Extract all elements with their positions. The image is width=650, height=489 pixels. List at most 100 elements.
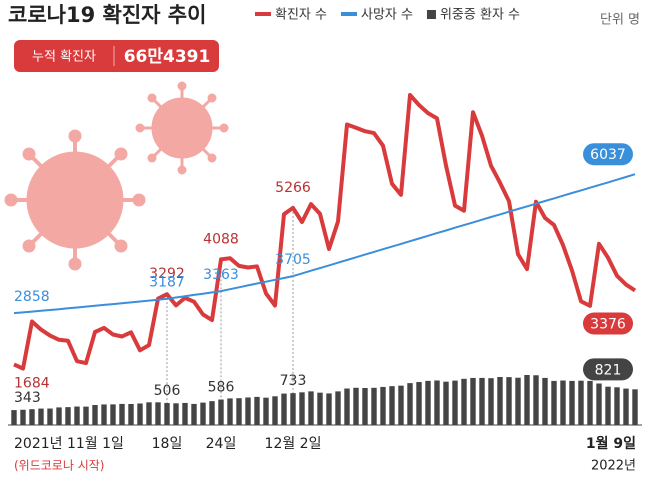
bar: [488, 378, 494, 425]
data-label: 821: [595, 362, 622, 378]
start-note: (위드코로나 시작): [14, 459, 104, 473]
bar: [371, 387, 377, 425]
legend-label: 확진자 수: [275, 8, 327, 23]
bar: [308, 391, 314, 425]
bar: [119, 403, 125, 425]
bar: [407, 383, 413, 425]
bar: [263, 397, 269, 425]
virus-decoration: [4, 81, 229, 271]
bar: [470, 377, 476, 425]
data-label: 506: [154, 383, 181, 399]
data-label: 3187: [149, 275, 185, 291]
bar: [380, 386, 386, 425]
bar: [425, 380, 431, 425]
bar: [596, 383, 602, 425]
bar: [101, 404, 107, 425]
badge: [14, 40, 219, 72]
bar: [290, 393, 296, 425]
bar: [461, 378, 467, 425]
x-tick-label: 2021년 11월 1일: [14, 436, 124, 452]
bar: [254, 396, 260, 425]
bar: [506, 377, 512, 425]
bar: [146, 402, 152, 425]
virus-body: [26, 151, 124, 249]
end-label: 6037: [583, 143, 633, 166]
data-label: 343: [14, 390, 41, 406]
badge-label: 누적 확진자: [32, 50, 96, 65]
line-1: [13, 173, 636, 315]
label-pill: [583, 143, 633, 166]
end-label: 3376: [583, 312, 633, 335]
bar: [47, 408, 53, 425]
bar: [299, 392, 305, 425]
data-label: 1684: [14, 375, 50, 391]
legend-swatch: [340, 12, 357, 16]
bar: [173, 403, 179, 425]
bar: [632, 389, 638, 425]
legend-label: 위중증 환자 수: [440, 8, 520, 23]
bar: [335, 391, 341, 425]
bar: [74, 406, 80, 425]
bar: [137, 403, 143, 425]
bar: [524, 375, 530, 425]
bar: [497, 376, 503, 425]
bar: [605, 386, 611, 425]
bar: [542, 377, 548, 425]
bar: [533, 375, 539, 425]
bar: [182, 402, 188, 425]
unit-note: 단위 명: [600, 13, 640, 28]
bar: [164, 403, 170, 425]
legend-label: 사망자 수: [361, 8, 413, 23]
bar: [155, 402, 161, 425]
bar: [281, 393, 287, 425]
x-tick-label: 1월 9일: [586, 435, 636, 452]
data-label: 4088: [203, 231, 239, 247]
data-label: 5266: [275, 180, 311, 196]
bar: [389, 386, 395, 425]
bar: [29, 409, 35, 425]
bar: [353, 387, 359, 425]
bar: [65, 407, 71, 425]
legend-item: 사망자 수: [340, 8, 413, 23]
bar: [416, 382, 422, 425]
x-tick-label: 18일: [152, 436, 183, 452]
bar: [56, 407, 62, 425]
data-label: 586: [208, 380, 235, 396]
bar: [110, 404, 116, 425]
bar: [20, 409, 26, 425]
bar: [515, 377, 521, 425]
label-pill: [583, 312, 633, 335]
bar: [200, 402, 206, 425]
bar: [83, 406, 89, 425]
data-label: 2858: [14, 289, 50, 305]
bar: [479, 377, 485, 425]
legend-swatch: [255, 12, 271, 16]
x-tick-label: 24일: [206, 436, 237, 452]
bar: [227, 398, 233, 425]
chart-title: 코로나19 확진자 추이: [8, 3, 206, 27]
bar: [245, 397, 251, 425]
bar: [218, 399, 224, 425]
bar: [209, 401, 215, 425]
bar: [236, 398, 242, 425]
x-tick-label: 12월 2일: [265, 436, 322, 452]
label-pill: [583, 358, 633, 381]
bar: [317, 392, 323, 425]
end-label: 821: [583, 358, 633, 381]
bar: [569, 380, 575, 425]
bar: [128, 404, 134, 425]
bar: [578, 380, 584, 425]
data-label: 3376: [590, 316, 626, 332]
bar: [560, 380, 566, 425]
bar: [92, 405, 98, 425]
data-label: 3705: [275, 252, 311, 268]
bar: [191, 403, 197, 425]
legend-item: 위중증 환자 수: [426, 8, 520, 23]
bar: [587, 380, 593, 425]
line-0: [13, 93, 637, 371]
bar: [11, 410, 17, 425]
badge-value: 66만4391: [124, 47, 211, 67]
data-label: 733: [280, 373, 307, 389]
